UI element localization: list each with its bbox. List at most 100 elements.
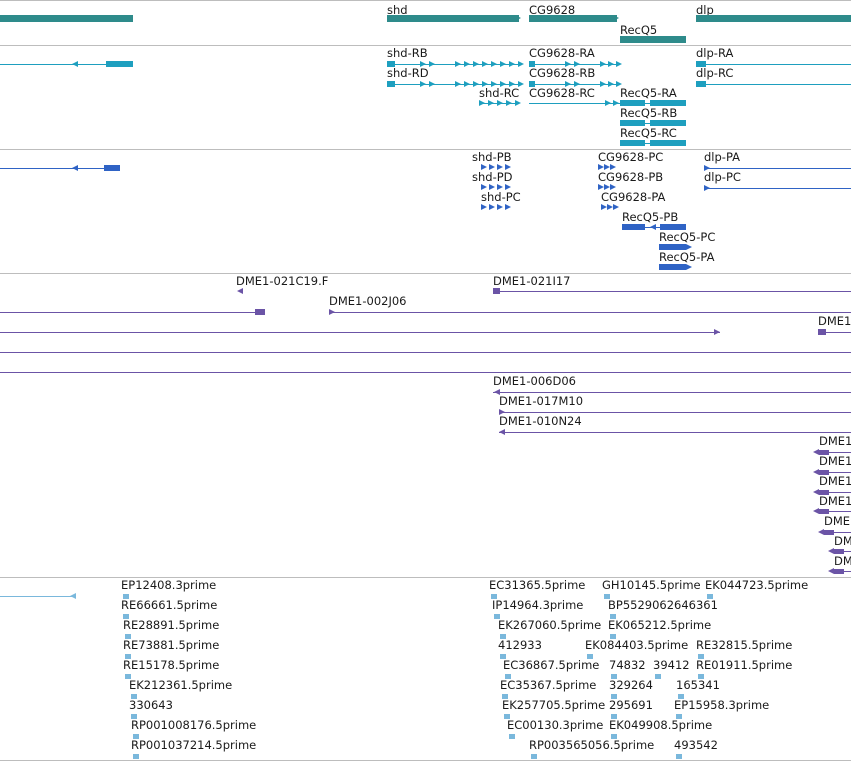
est-feature-label[interactable]: RP001008176.5prime <box>131 718 257 732</box>
est-feature[interactable] <box>698 674 704 679</box>
feature-block[interactable] <box>834 569 844 574</box>
est-feature-label[interactable]: RE66661.5prime <box>121 598 218 612</box>
feature-line[interactable] <box>0 352 851 353</box>
est-feature-label[interactable]: EK084403.5prime <box>585 638 689 652</box>
est-feature[interactable] <box>611 694 617 699</box>
est-feature[interactable] <box>133 754 139 759</box>
est-feature-label[interactable]: EK044723.5prime <box>705 578 809 592</box>
est-feature-label[interactable]: EK065212.5prime <box>608 618 712 632</box>
feature-block[interactable] <box>620 120 645 126</box>
est-feature-label[interactable]: 165341 <box>676 678 720 692</box>
est-feature[interactable] <box>505 674 511 679</box>
feature-block[interactable] <box>659 264 686 270</box>
est-feature[interactable] <box>610 634 616 639</box>
protein-feature-label[interactable]: shd-PD <box>472 170 513 184</box>
clone-feature-label[interactable]: DME1-006D06 <box>493 374 576 388</box>
gene-bar[interactable] <box>620 36 686 43</box>
gene-feature-label[interactable]: RecQ5 <box>620 23 658 37</box>
feature-block[interactable] <box>696 81 706 87</box>
est-feature-label[interactable]: EC00130.3prime <box>507 718 604 732</box>
feature-line[interactable] <box>0 312 265 313</box>
feature-line[interactable] <box>493 291 851 292</box>
feature-block[interactable] <box>819 450 829 455</box>
transcript-feature-label[interactable]: shd-RB <box>387 46 428 60</box>
est-feature[interactable] <box>125 654 131 659</box>
feature-line[interactable] <box>387 84 519 85</box>
clone-feature-label[interactable]: DME1-017M10 <box>499 394 584 408</box>
est-feature[interactable] <box>698 654 704 659</box>
feature-line[interactable] <box>499 412 851 413</box>
feature-block[interactable] <box>255 309 265 315</box>
est-feature-label[interactable]: EC36867.5prime <box>503 658 600 672</box>
feature-block[interactable] <box>650 140 686 146</box>
est-feature[interactable] <box>125 674 131 679</box>
gene-bar[interactable] <box>0 15 133 22</box>
est-feature-label[interactable]: RE01911.5prime <box>696 658 793 672</box>
est-feature-label[interactable]: 412933 <box>498 638 542 652</box>
est-feature-label[interactable]: 295691 <box>609 698 653 712</box>
est-feature[interactable] <box>500 634 506 639</box>
feature-line[interactable] <box>499 432 851 433</box>
clone-feature-label[interactable]: DME1 <box>819 434 851 448</box>
feature-line[interactable] <box>329 312 851 313</box>
est-feature-label[interactable]: EP15958.3prime <box>674 698 770 712</box>
est-feature[interactable] <box>678 694 684 699</box>
feature-block[interactable] <box>696 61 706 67</box>
transcript-feature-label[interactable]: RecQ5-RB <box>620 106 678 120</box>
est-feature-label[interactable]: BP5529062646361 <box>608 598 718 612</box>
clone-feature-label[interactable]: DME1-021C19.F <box>236 274 329 288</box>
est-feature[interactable] <box>587 654 593 659</box>
feature-block[interactable] <box>620 100 645 106</box>
est-feature-label[interactable]: RP001037214.5prime <box>131 738 257 752</box>
feature-line[interactable] <box>529 103 620 104</box>
feature-block[interactable] <box>106 61 133 67</box>
feature-line[interactable] <box>704 168 851 169</box>
feature-block[interactable] <box>818 329 826 335</box>
est-feature-label[interactable]: 329264 <box>609 678 653 692</box>
feature-block[interactable] <box>819 509 829 514</box>
est-feature[interactable] <box>502 694 508 699</box>
transcript-feature-label[interactable]: CG9628-RC <box>529 86 595 100</box>
est-feature[interactable] <box>491 594 497 599</box>
feature-line[interactable] <box>818 332 851 333</box>
est-feature-label[interactable]: EC35367.5prime <box>500 678 597 692</box>
clone-feature-label[interactable]: DME1-010N24 <box>499 414 582 428</box>
protein-feature-label[interactable]: CG9628-PB <box>598 170 664 184</box>
gene-bar[interactable] <box>529 15 617 22</box>
protein-feature-label[interactable]: CG9628-PC <box>598 150 664 164</box>
est-feature-label[interactable]: 39412 <box>653 658 690 672</box>
est-feature-label[interactable]: RE15178.5prime <box>123 658 220 672</box>
est-feature-label[interactable]: 74832 <box>609 658 646 672</box>
feature-block[interactable] <box>387 81 395 87</box>
est-feature[interactable] <box>604 594 610 599</box>
est-feature-label[interactable]: EP12408.3prime <box>121 578 217 592</box>
est-feature[interactable] <box>504 714 510 719</box>
clone-feature-label[interactable]: DME1-002J06 <box>329 294 407 308</box>
est-feature-label[interactable]: EK257705.5prime <box>502 698 606 712</box>
clone-feature-label[interactable]: DME <box>824 514 851 528</box>
est-feature-label[interactable]: RE28891.5prime <box>123 618 220 632</box>
feature-block[interactable] <box>819 490 829 495</box>
feature-line[interactable] <box>819 452 851 453</box>
feature-block[interactable] <box>650 120 686 126</box>
clone-feature-label[interactable]: DME1 <box>819 494 851 508</box>
feature-block[interactable] <box>819 470 829 475</box>
transcript-feature-label[interactable]: dlp-RC <box>696 66 734 80</box>
protein-feature-label[interactable]: CG9628-PA <box>601 190 666 204</box>
gene-feature-label[interactable]: CG9628 <box>529 3 576 17</box>
feature-line[interactable] <box>696 64 851 65</box>
transcript-feature-label[interactable]: CG9628-RB <box>529 66 596 80</box>
transcript-feature-label[interactable]: RecQ5-RC <box>620 126 677 140</box>
est-feature-label[interactable]: EK049908.5prime <box>609 718 713 732</box>
est-feature-label[interactable]: EC31365.5prime <box>489 578 586 592</box>
est-feature[interactable] <box>611 734 617 739</box>
gene-bar[interactable] <box>696 15 851 22</box>
clone-feature-label[interactable]: DME1 <box>819 454 851 468</box>
feature-block[interactable] <box>104 165 120 171</box>
protein-feature-label[interactable]: RecQ5-PC <box>659 230 716 244</box>
feature-line[interactable] <box>493 392 851 393</box>
feature-line[interactable] <box>0 64 133 65</box>
est-feature-label[interactable]: RE32815.5prime <box>696 638 793 652</box>
est-feature[interactable] <box>509 734 515 739</box>
protein-feature-label[interactable]: RecQ5-PA <box>659 250 715 264</box>
